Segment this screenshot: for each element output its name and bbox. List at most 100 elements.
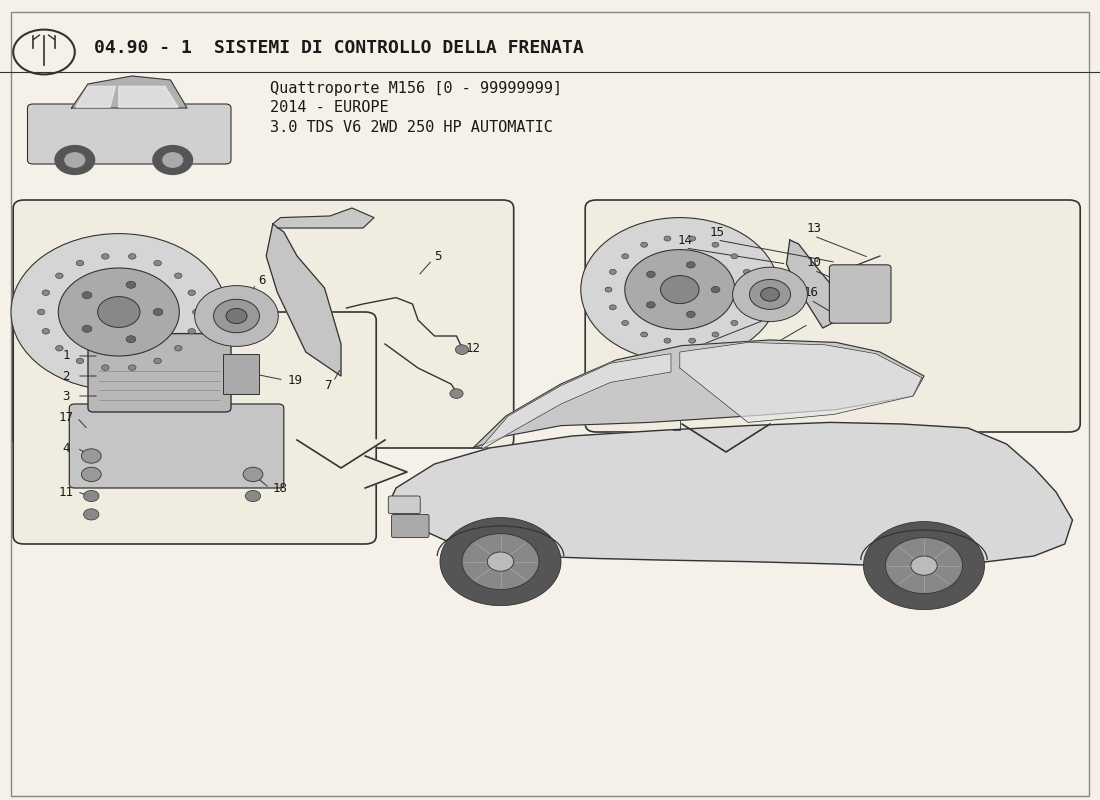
Circle shape (126, 282, 135, 288)
Circle shape (749, 279, 791, 310)
Circle shape (744, 305, 750, 310)
Polygon shape (786, 240, 838, 328)
Circle shape (76, 358, 84, 364)
Circle shape (733, 267, 807, 322)
Circle shape (65, 153, 85, 167)
Circle shape (163, 153, 183, 167)
Circle shape (227, 308, 246, 323)
Circle shape (84, 490, 99, 502)
Text: 10: 10 (806, 256, 822, 269)
Text: Quattroporte M156 [0 - 99999999]: Quattroporte M156 [0 - 99999999] (270, 81, 561, 95)
FancyBboxPatch shape (88, 334, 231, 412)
Circle shape (243, 467, 263, 482)
Text: 8: 8 (750, 358, 757, 370)
Circle shape (55, 146, 95, 174)
FancyBboxPatch shape (585, 200, 1080, 432)
Polygon shape (482, 354, 671, 448)
Circle shape (175, 273, 182, 278)
Polygon shape (682, 424, 770, 452)
Circle shape (81, 467, 101, 482)
Text: 3.0 TDS V6 2WD 250 HP AUTOMATIC: 3.0 TDS V6 2WD 250 HP AUTOMATIC (270, 121, 552, 135)
Text: 04.90 - 1: 04.90 - 1 (94, 39, 191, 57)
Circle shape (621, 321, 629, 326)
Circle shape (11, 234, 227, 390)
Polygon shape (72, 76, 187, 108)
Text: 19: 19 (287, 374, 303, 386)
Circle shape (58, 268, 179, 356)
Text: 5: 5 (434, 250, 441, 262)
Circle shape (664, 236, 671, 241)
Text: 16: 16 (803, 286, 818, 298)
Circle shape (76, 260, 84, 266)
Text: 6: 6 (258, 274, 265, 286)
Circle shape (886, 538, 962, 594)
FancyBboxPatch shape (223, 354, 258, 394)
Circle shape (455, 345, 469, 354)
Circle shape (129, 254, 136, 259)
Polygon shape (390, 422, 1072, 566)
Circle shape (42, 329, 50, 334)
Text: 1: 1 (63, 350, 69, 362)
Circle shape (126, 336, 135, 342)
Text: SISTEMI DI CONTROLLO DELLA FRENATA: SISTEMI DI CONTROLLO DELLA FRENATA (214, 39, 584, 57)
Circle shape (153, 146, 192, 174)
Circle shape (660, 275, 700, 303)
Polygon shape (76, 86, 116, 107)
Text: 2014 - EUROPE: 2014 - EUROPE (270, 101, 388, 115)
Circle shape (154, 358, 162, 364)
Circle shape (712, 332, 719, 337)
Circle shape (37, 310, 45, 314)
Circle shape (188, 329, 196, 334)
Text: 4: 4 (63, 442, 69, 454)
Circle shape (640, 242, 648, 247)
Polygon shape (119, 86, 178, 107)
Circle shape (625, 250, 735, 330)
Circle shape (56, 346, 63, 351)
Text: 14: 14 (678, 234, 693, 246)
Text: 15: 15 (710, 226, 725, 238)
Circle shape (686, 311, 695, 318)
Circle shape (188, 290, 196, 295)
Circle shape (689, 236, 695, 241)
Circle shape (487, 552, 514, 571)
Text: 7: 7 (324, 379, 331, 392)
Circle shape (640, 332, 648, 337)
Circle shape (581, 218, 779, 362)
Text: 3: 3 (63, 390, 69, 402)
Circle shape (153, 309, 163, 315)
Polygon shape (297, 440, 385, 468)
Text: 9: 9 (670, 358, 676, 370)
Circle shape (56, 273, 63, 278)
Circle shape (689, 338, 695, 343)
Polygon shape (680, 342, 922, 422)
Circle shape (621, 254, 629, 258)
FancyBboxPatch shape (13, 200, 514, 448)
FancyBboxPatch shape (28, 104, 231, 164)
Text: 18: 18 (273, 482, 288, 494)
FancyBboxPatch shape (69, 404, 284, 488)
Circle shape (664, 338, 671, 343)
Circle shape (84, 509, 99, 520)
FancyBboxPatch shape (388, 496, 420, 514)
Circle shape (605, 287, 612, 292)
Polygon shape (473, 340, 924, 448)
Text: 11: 11 (58, 486, 74, 498)
Circle shape (911, 556, 937, 575)
Circle shape (101, 365, 109, 370)
FancyBboxPatch shape (13, 312, 376, 544)
Circle shape (609, 305, 616, 310)
Circle shape (101, 254, 109, 259)
Circle shape (730, 321, 738, 326)
Circle shape (154, 260, 162, 266)
Circle shape (82, 326, 91, 332)
Text: 12: 12 (465, 342, 481, 354)
Circle shape (192, 310, 200, 314)
Circle shape (213, 299, 260, 333)
Circle shape (730, 254, 738, 258)
Circle shape (748, 287, 755, 292)
FancyBboxPatch shape (829, 265, 891, 323)
Circle shape (609, 270, 616, 274)
Text: 2: 2 (63, 370, 69, 382)
Text: 17: 17 (58, 411, 74, 424)
Circle shape (712, 242, 719, 247)
